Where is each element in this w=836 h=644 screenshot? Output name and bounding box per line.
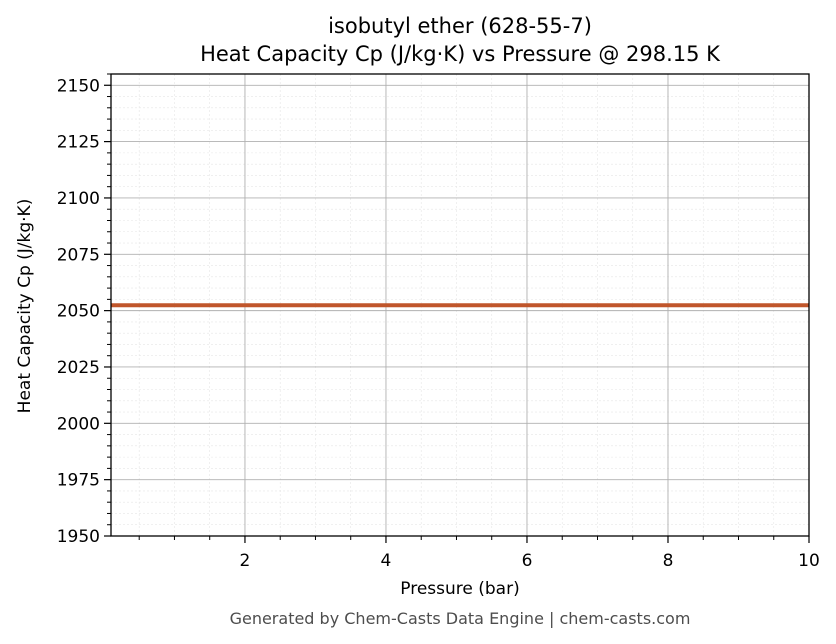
y-tick-label: 2075 [57,245,100,265]
y-tick-label: 1975 [57,471,100,491]
chart-title: isobutyl ether (628-55-7) [328,14,592,38]
y-tick-label: 2025 [57,358,100,378]
y-axis-ticks: 1950 1975 2000 2025 2050 2075 2100 2125 2150 [57,73,111,547]
y-tick-label: 1950 [57,527,100,547]
x-tick-label: 10 [798,551,820,571]
minor-grid [111,73,809,536]
chart-subtitle: Heat Capacity Cp (J/kg·K) vs Pressure @ … [200,42,721,66]
plot-frame [110,73,810,537]
y-tick-label: 2150 [57,76,100,96]
y-axis-label: Heat Capacity Cp (J/kg·K) [15,199,35,414]
x-tick-label: 2 [240,551,251,571]
x-tick-label: 4 [381,551,392,571]
x-tick-label: 6 [522,551,533,571]
x-axis-ticks: 2 4 6 8 10 [138,536,820,571]
y-tick-label: 2000 [57,414,100,434]
y-tick-label: 2100 [57,189,100,209]
footer-credit: Generated by Chem-Casts Data Engine | ch… [230,609,691,628]
x-tick-label: 8 [663,551,674,571]
major-grid [111,74,809,536]
x-axis-label: Pressure (bar) [400,579,519,599]
y-tick-label: 2125 [57,133,100,153]
y-tick-label: 2050 [57,302,100,322]
